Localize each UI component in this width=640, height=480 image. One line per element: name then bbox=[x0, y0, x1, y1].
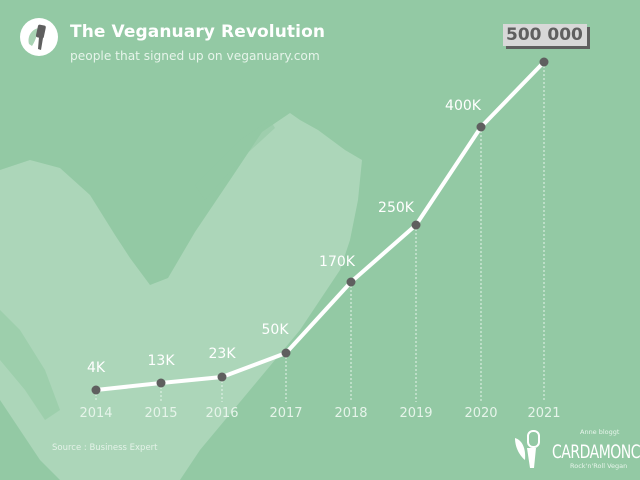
year-labels: 2014 2015 2016 2017 2018 2019 2020 2021 bbox=[79, 406, 560, 421]
value-labels: 4K 13K 23K 50K 170K 250K 400K bbox=[87, 98, 482, 376]
value-label: 50K bbox=[262, 322, 290, 338]
brand-tagline-top: Anne bloggt bbox=[580, 428, 620, 436]
brand-tagline-bottom: Rock'n'Roll Vegan bbox=[570, 462, 628, 470]
data-points bbox=[91, 57, 549, 395]
x-tick-label: 2019 bbox=[399, 406, 432, 421]
data-line bbox=[94, 60, 546, 392]
logo bbox=[20, 18, 58, 56]
x-tick-label: 2017 bbox=[269, 406, 302, 421]
x-tick-label: 2016 bbox=[205, 406, 238, 421]
chart-subtitle: people that signed up on veganuary.com bbox=[70, 49, 320, 63]
x-tick-label: 2015 bbox=[144, 406, 177, 421]
chart-header: The Veganuary Revolution people that sig… bbox=[20, 18, 325, 63]
brand-name: CARDAMONCHAI bbox=[552, 442, 640, 464]
source-note: Source : Business Expert bbox=[52, 443, 158, 453]
x-tick-label: 2020 bbox=[464, 406, 497, 421]
value-label: 400K bbox=[445, 98, 482, 114]
value-label: 23K bbox=[209, 346, 237, 362]
value-label: 250K bbox=[378, 200, 415, 216]
microphone-leaf-icon bbox=[28, 24, 46, 50]
value-label: 13K bbox=[148, 353, 176, 369]
chart-title: The Veganuary Revolution bbox=[70, 22, 326, 42]
value-label: 4K bbox=[87, 360, 106, 376]
brand-logo: Anne bloggt CARDAMONCHAI Rock'n'Roll Veg… bbox=[512, 428, 640, 470]
microphone-leaf-icon bbox=[515, 430, 540, 468]
x-tick-label: 2014 bbox=[79, 406, 112, 421]
x-tick-label: 2018 bbox=[334, 406, 367, 421]
x-tick-label: 2021 bbox=[527, 406, 560, 421]
value-label: 170K bbox=[319, 254, 356, 270]
drop-lines bbox=[95, 66, 545, 402]
total-value-badge: 500 000 bbox=[503, 24, 587, 46]
